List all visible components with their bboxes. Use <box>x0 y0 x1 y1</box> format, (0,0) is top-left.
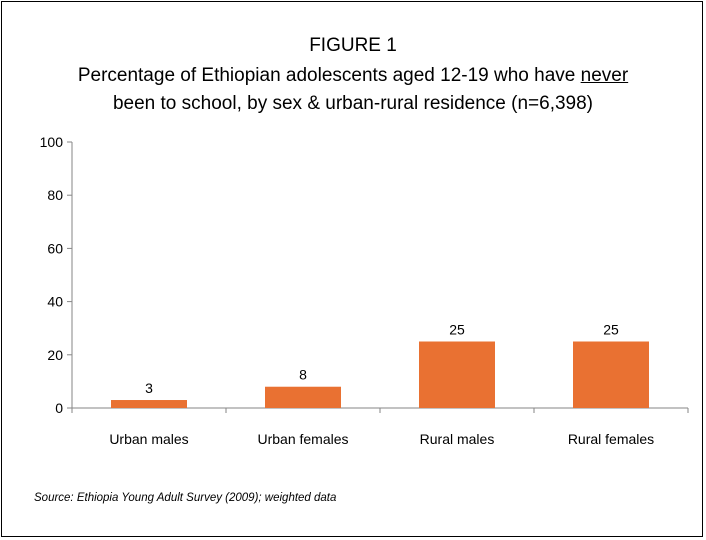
figure-label: FIGURE 1 <box>309 35 397 56</box>
y-tick-label: 20 <box>47 347 63 363</box>
title-emphasis: never <box>580 65 629 86</box>
x-tick-label: Urban males <box>109 431 188 447</box>
x-tick-label: Urban females <box>257 431 348 447</box>
title-line1: Percentage of Ethiopian adolescents aged… <box>77 65 581 86</box>
bar <box>111 400 187 408</box>
x-tick-label: Rural males <box>420 431 495 447</box>
data-label: 25 <box>603 322 619 338</box>
source-note: Source: Ethiopia Young Adult Survey (200… <box>34 492 337 504</box>
data-label: 3 <box>145 380 153 396</box>
y-tick-label: 40 <box>47 294 63 310</box>
bar <box>573 341 649 408</box>
data-label: 25 <box>449 322 465 338</box>
bar <box>419 341 495 408</box>
y-tick-label: 0 <box>55 400 63 416</box>
y-tick-label: 60 <box>47 240 63 256</box>
title-line2: been to school, by sex & urban-rural res… <box>112 93 594 114</box>
data-label: 8 <box>299 367 307 383</box>
y-tick-label: 100 <box>40 134 64 150</box>
bar <box>265 386 341 408</box>
x-tick-label: Rural females <box>568 431 654 447</box>
chart-title: Percentage of Ethiopian adolescents aged… <box>0 62 706 118</box>
y-tick-label: 80 <box>47 187 63 203</box>
